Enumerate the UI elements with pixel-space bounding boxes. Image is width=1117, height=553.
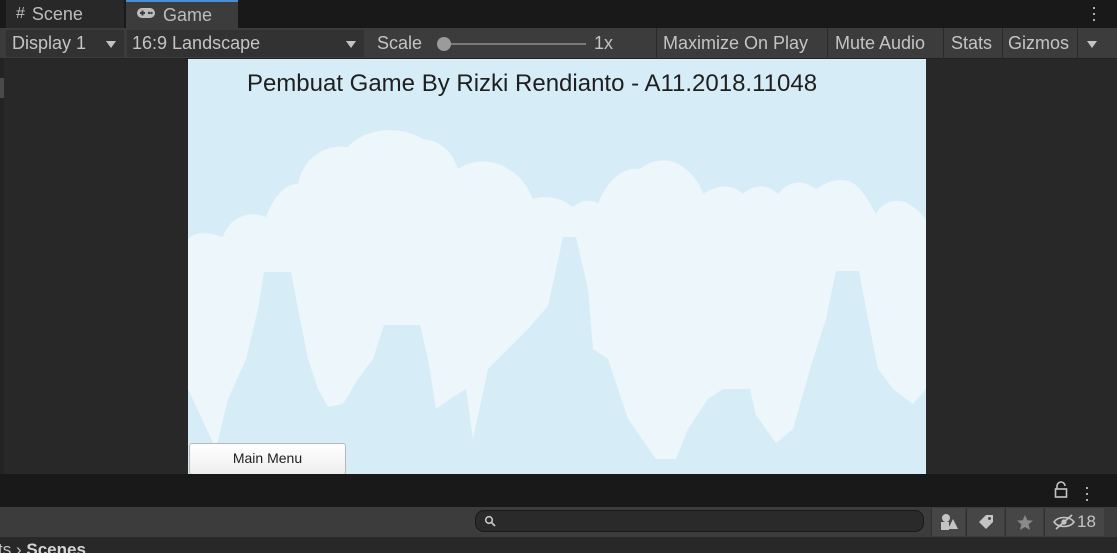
scale-slider-track[interactable] [444,43,586,45]
tab-game[interactable]: Game [126,0,238,28]
game-title-text: Pembuat Game By Rizki Rendianto - A11.20… [246,70,818,97]
game-toolbar: Display 1 16:9 Landscape Scale 1x Maximi… [0,28,1117,59]
breadcrumb-separator-icon: › [15,540,27,553]
breadcrumb: ts › Scenes [0,540,86,553]
favorites-button[interactable] [1005,508,1043,536]
chevron-down-icon [346,41,356,48]
project-panel-header [0,474,1117,507]
chevron-down-icon [1087,41,1097,48]
gizmos-toggle[interactable]: Gizmos [1008,33,1070,53]
hidden-count: 18 [1077,512,1096,531]
lock-icon[interactable] [1054,481,1068,499]
stats-toggle[interactable]: Stats [951,33,993,53]
panel-edge-highlight [0,78,4,98]
aspect-dropdown[interactable]: 16:9 Landscape [127,30,364,57]
maximize-on-play-toggle[interactable]: Maximize On Play [663,33,809,53]
eye-slash-icon [1053,514,1075,530]
game-viewport[interactable]: Pembuat Game By Rizki Rendianto - A11.20… [188,59,926,474]
cloud-background [188,130,926,474]
tag-icon [978,515,993,529]
hash-icon: # [16,5,25,22]
main-menu-button-label: Main Menu [232,450,303,466]
search-icon [484,515,496,527]
display-dropdown-label: Display 1 [12,33,87,53]
shapes-icon [940,514,958,530]
filter-by-label-button[interactable] [966,508,1004,536]
scale-label: Scale [377,33,423,53]
gizmos-dropdown[interactable] [1079,30,1103,57]
hidden-packages-toggle[interactable]: 18 [1044,508,1104,536]
tab-scene-label: Scene [31,3,83,24]
scale-slider-handle[interactable] [437,37,451,51]
aspect-dropdown-label: 16:9 Landscape [132,33,261,53]
chevron-down-icon [106,41,116,48]
project-search-input[interactable] [475,510,924,532]
breadcrumb-parent[interactable]: ts [0,540,12,553]
breadcrumb-bar [0,537,1117,553]
more-options-icon[interactable]: · · · [1091,0,1097,29]
editor-tab-bar: # Scene Game · · · [0,0,1117,28]
display-dropdown[interactable]: Display 1 [6,30,124,57]
tab-game-label: Game [163,4,213,25]
breadcrumb-current: Scenes [26,540,86,553]
main-menu-button[interactable]: Main Menu [189,443,346,474]
scale-value: 1x [594,33,614,53]
filter-by-type-button[interactable] [931,508,965,536]
star-icon [1016,514,1033,530]
mute-audio-toggle[interactable]: Mute Audio [835,33,926,53]
panel-options-icon[interactable]: · · · [1084,477,1090,509]
panel-edge [0,59,4,474]
tab-scene[interactable]: # Scene [6,0,124,28]
gamepad-icon [136,6,156,24]
